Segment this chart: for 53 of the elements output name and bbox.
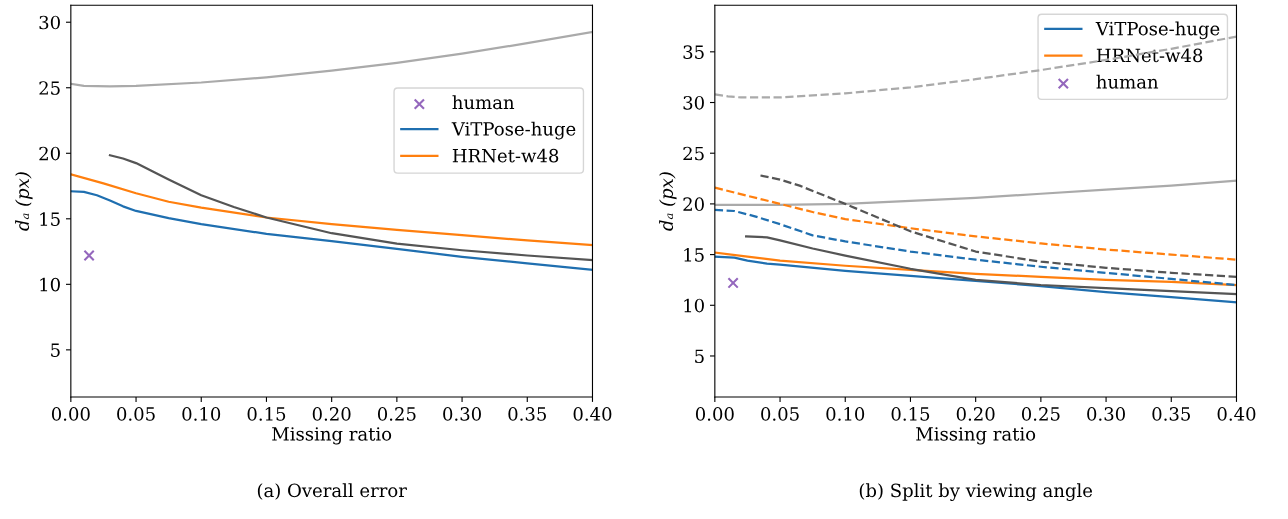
x-tick-label: 0.30: [1087, 407, 1125, 421]
x-axis-title: Missing ratio: [916, 427, 1036, 445]
y-tick-label: 35: [683, 45, 704, 59]
line-series: [745, 235, 1237, 296]
line-series: [759, 174, 1237, 279]
x-tick-label: 0.15: [891, 407, 930, 421]
legend-label: ViTPose-huge: [451, 121, 576, 140]
y-tick-label: 20: [683, 197, 704, 212]
y-tick-label: 15: [684, 248, 704, 262]
legend-label: human: [452, 95, 515, 110]
legend-label: HRNet-w48: [452, 148, 559, 163]
y-tick-label: 25: [683, 146, 704, 161]
x-tick-label: 0.20: [956, 407, 995, 421]
x-tick-label: 0.05: [117, 407, 155, 421]
x-tick-label: 0.25: [377, 407, 416, 421]
y-tick-label: 15: [40, 212, 60, 226]
line-series: [714, 208, 1237, 287]
y-tick-label: 25: [39, 81, 60, 95]
x-tick-label: 0.00: [51, 407, 90, 421]
x-tick-label: 0.25: [1021, 407, 1060, 421]
y-axis-title: dₐ (px): [15, 172, 33, 231]
x-tick-label: 0.35: [508, 407, 546, 421]
y-tick-label: 10: [684, 298, 704, 313]
x-tick-label: 0.15: [247, 407, 286, 421]
line-series: [70, 190, 593, 272]
x-tick-label: 0.00: [695, 407, 734, 421]
text: (b) Split by viewing angle: [859, 483, 1093, 501]
line-series: [714, 179, 1237, 207]
line-series: [70, 173, 593, 247]
legend-label: human: [1096, 74, 1159, 89]
y-tick-label: 5: [51, 343, 60, 357]
y-tick-label: 30: [683, 95, 704, 110]
x-tick-label: 0.35: [1152, 407, 1190, 421]
y-tick-label: 30: [39, 15, 60, 30]
line-series: [714, 251, 1237, 287]
x-tick-label: 0.40: [1217, 407, 1256, 421]
x-tick-label: 0.05: [761, 407, 799, 421]
x-axis-title: Missing ratio: [272, 427, 392, 445]
y-tick-label: 20: [39, 146, 60, 161]
text: (a) Overall error: [257, 483, 407, 500]
y-axis-title: dₐ (px): [659, 172, 677, 231]
line-series: [714, 186, 1237, 261]
x-tick-label: 0.30: [443, 407, 481, 421]
legend-label: ViTPose-huge: [1095, 21, 1220, 40]
line-series: [70, 30, 593, 88]
y-tick-label: 10: [40, 277, 60, 292]
x-tick-label: 0.40: [573, 407, 612, 421]
line-series: [714, 255, 1237, 304]
x-tick-label: 0.10: [182, 407, 221, 421]
x-tick-label: 0.10: [826, 407, 865, 421]
legend-label: HRNet-w48: [1096, 48, 1203, 63]
y-tick-label: 5: [695, 349, 704, 364]
x-tick-label: 0.20: [312, 407, 351, 421]
